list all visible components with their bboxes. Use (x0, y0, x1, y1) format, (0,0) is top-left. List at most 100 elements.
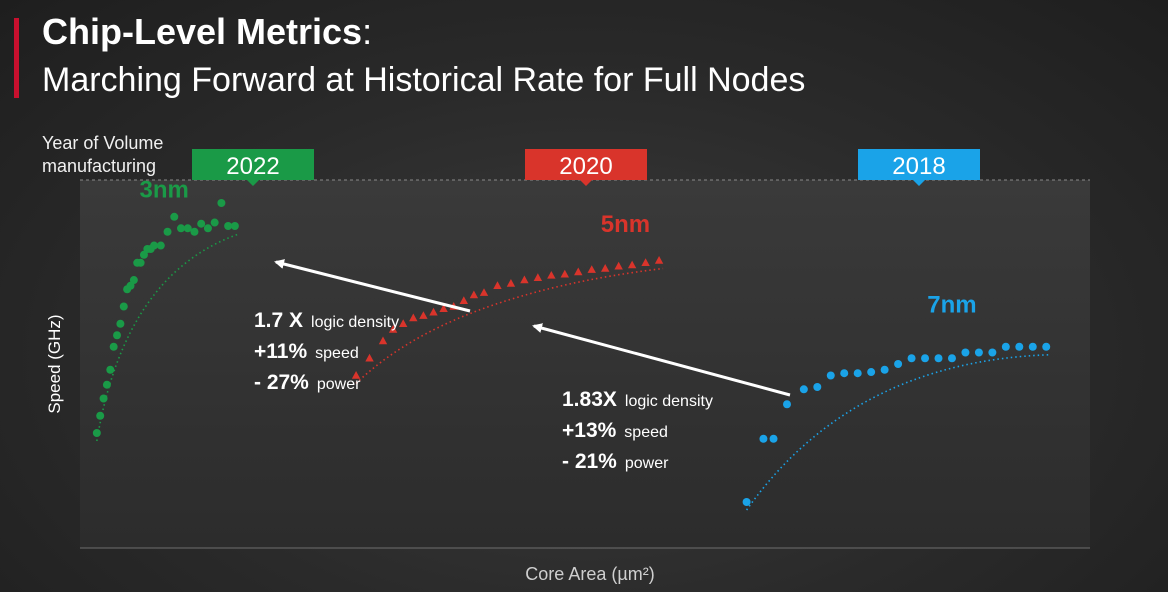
year-banner-shape (525, 149, 647, 186)
data-point (419, 311, 428, 319)
data-point (826, 371, 835, 380)
data-point (880, 365, 889, 374)
data-point (947, 354, 956, 363)
year-banner-text: 2022 (226, 153, 279, 180)
annotation-value: - 27% (254, 371, 309, 394)
series-3nm: 3nm (92, 176, 240, 442)
data-point (99, 394, 108, 403)
annotation-5nm-to-3nm: 1.7 X logic density+11% speed - 27% power (254, 309, 399, 394)
data-point (479, 288, 489, 296)
accent-bar (14, 18, 19, 98)
data-point (547, 270, 556, 279)
data-point (840, 369, 849, 378)
year-banner-2022: 2022 (192, 149, 314, 186)
data-point (921, 354, 930, 363)
year-banner-shape (858, 149, 980, 186)
data-point (429, 307, 438, 316)
data-point (217, 199, 226, 207)
data-point (587, 265, 596, 273)
data-point (119, 302, 128, 311)
annotation-label: speed (624, 424, 668, 441)
x-axis-label: Core Area (µm²) (525, 564, 654, 584)
data-point (493, 281, 502, 289)
data-point (92, 429, 101, 437)
data-point (388, 325, 398, 333)
data-point (961, 348, 970, 357)
data-point (1001, 342, 1010, 351)
annotation-label: speed (315, 345, 359, 362)
data-point (641, 258, 650, 266)
data-point (560, 269, 569, 278)
y-axis-label: Speed (GHz) (45, 314, 64, 413)
data-point (533, 273, 543, 281)
data-point (1042, 342, 1051, 351)
slide-subtitle: Marching Forward at Historical Rate for … (42, 61, 806, 99)
data-point (129, 276, 138, 285)
node-label: 7nm (927, 291, 976, 318)
data-point (96, 411, 105, 420)
data-point (177, 224, 185, 233)
data-point (365, 353, 374, 362)
data-point (469, 290, 479, 299)
annotation-line: 1.7 X logic density (254, 309, 399, 332)
data-point (520, 275, 529, 284)
data-point (197, 219, 206, 228)
year-label-line2: manufacturing (42, 156, 157, 176)
node-label: 5nm (601, 211, 650, 238)
annotation-label: logic density (625, 393, 713, 410)
annotation-line: 1.83X logic density (562, 388, 713, 411)
year-banner-2020: 2020 (525, 149, 647, 186)
improvement-arrow (274, 259, 471, 313)
slide-title-colon: : (362, 11, 373, 52)
data-point (894, 360, 903, 368)
data-point (210, 218, 219, 227)
data-point (853, 369, 862, 378)
data-point (116, 319, 125, 328)
annotation-line: - 27% power (254, 371, 361, 394)
data-point (506, 279, 516, 287)
data-point (399, 319, 408, 327)
series-7nm: 7nm (742, 291, 1051, 511)
year-banner-text: 2020 (559, 153, 612, 180)
annotation-line: - 21% power (562, 450, 669, 473)
annotation-value: +13% (562, 419, 617, 442)
plot-area (80, 180, 1090, 548)
data-point (203, 224, 212, 233)
data-point (190, 227, 199, 236)
series-5nm: 5nm (351, 211, 664, 385)
data-point (799, 385, 808, 394)
annotation-value: - 21% (562, 450, 617, 473)
data-point (988, 348, 997, 357)
data-point (170, 212, 179, 221)
annotation-label: logic density (311, 314, 399, 331)
data-point (439, 304, 448, 312)
data-point (934, 354, 943, 363)
data-point (974, 348, 983, 357)
data-point (409, 313, 418, 322)
year-banner-2018: 2018 (858, 149, 980, 186)
data-point (150, 241, 159, 250)
data-point (783, 400, 791, 409)
data-point (224, 222, 233, 230)
data-point (378, 336, 388, 345)
data-point (163, 227, 172, 236)
data-point (106, 365, 115, 374)
annotation-line: +11% speed (254, 340, 359, 363)
data-point (769, 434, 778, 443)
data-point (156, 241, 165, 250)
data-point (759, 434, 768, 443)
data-point (102, 380, 111, 389)
annotation-value: 1.7 X (254, 309, 303, 332)
data-point (109, 342, 118, 351)
annotation-label: power (625, 455, 669, 472)
data-point (867, 368, 876, 377)
data-point (907, 354, 916, 363)
data-point (351, 371, 361, 379)
year-banner-shape (192, 149, 314, 186)
data-point (230, 222, 239, 230)
slide-title: Chip-Level Metrics: (42, 10, 372, 54)
annotation-value: +11% (254, 340, 307, 363)
year-label-line1: Year of Volume (42, 133, 164, 153)
annotation-label: power (317, 376, 361, 393)
data-point (1015, 342, 1024, 351)
